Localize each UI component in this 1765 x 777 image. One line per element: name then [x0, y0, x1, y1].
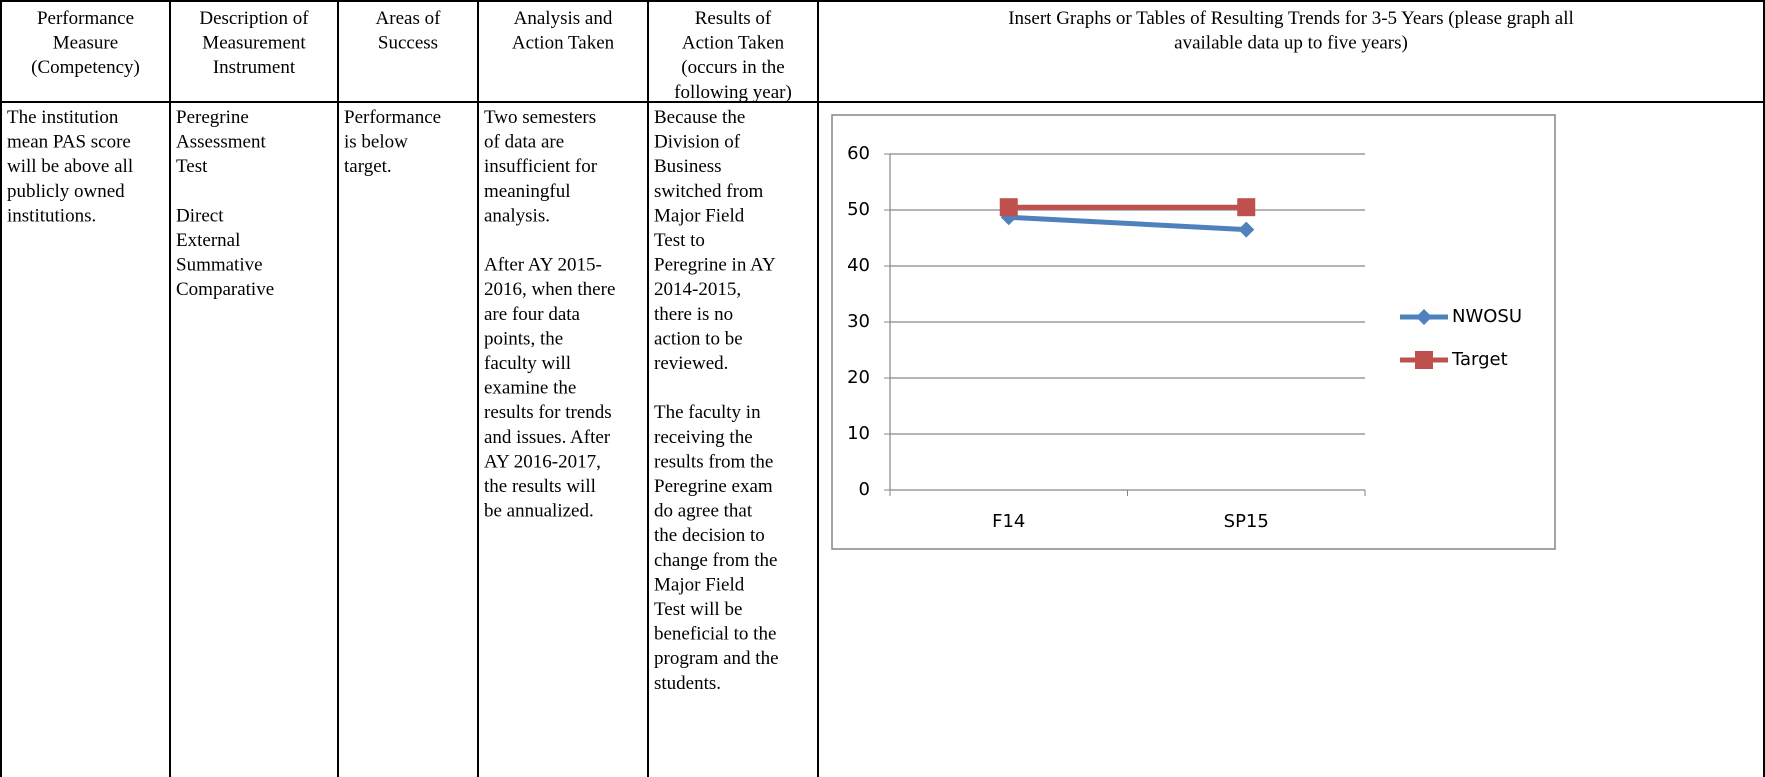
header-text: Analysis and [514, 8, 613, 29]
cell-text: target. [344, 156, 392, 177]
cell-text: Because the [654, 107, 745, 128]
marker [1416, 309, 1432, 325]
cell-text: Two semesters [484, 107, 596, 128]
cell-text: Test will be [654, 599, 742, 620]
cell-text: examine the [484, 378, 576, 399]
cell-text: the decision to [654, 525, 765, 546]
y-tick-label: 40 [847, 255, 870, 276]
legend-label: NWOSU [1452, 306, 1522, 327]
header-text: Description of [199, 8, 309, 29]
header-text: (occurs in the [681, 57, 784, 78]
y-tick-label: 20 [847, 367, 870, 388]
x-tick-label: SP15 [1224, 511, 1269, 532]
cell-text: do agree that [654, 501, 753, 522]
cell-text: Direct [176, 205, 224, 226]
cell-text: switched from [654, 181, 763, 202]
legend-label: Target [1451, 349, 1508, 370]
cell-text: Peregrine exam [654, 476, 773, 497]
header-text: Insert Graphs or Tables of Resulting Tre… [1008, 8, 1574, 29]
cell-text: there is no [654, 304, 733, 325]
cell-text: publicly owned [7, 181, 125, 202]
cell-text: After AY 2015- [484, 255, 602, 276]
marker [1238, 221, 1255, 238]
cell-text: program and the [654, 648, 779, 669]
cell-text: 2016, when there [484, 279, 615, 300]
cell-text: points, the [484, 328, 563, 349]
cell-text: analysis. [484, 205, 550, 226]
cell-text: be annualized. [484, 501, 594, 522]
header-text: Measurement [202, 33, 306, 54]
cell-text: meaningful [484, 181, 571, 202]
marker [999, 198, 1018, 217]
header-text: (Competency) [31, 57, 140, 78]
header-text: Performance [37, 8, 134, 29]
cell-text: students. [654, 673, 721, 694]
header-text: Action Taken [512, 33, 615, 54]
cell-text: Business [654, 156, 722, 177]
y-tick-label: 10 [847, 423, 870, 444]
cell-text: receiving the [654, 427, 753, 448]
cell-text: 2014-2015, [654, 279, 741, 300]
header-text: Areas of [376, 8, 442, 29]
y-tick-label: 60 [847, 143, 870, 164]
cell-text: results for trends [484, 402, 612, 423]
cell-text: Test to [654, 230, 705, 251]
cell-text: action to be [654, 328, 743, 349]
cell-text: Comparative [176, 279, 274, 300]
cell-text: Peregrine [176, 107, 249, 128]
y-tick-label: 30 [847, 311, 870, 332]
header-text: Results of [695, 8, 772, 29]
chart-frame [831, 114, 1556, 550]
cell-text: Peregrine in AY [654, 255, 776, 276]
cell-text: Major Field [654, 205, 745, 226]
cell-text: Performance [344, 107, 441, 128]
cell-text: External [176, 230, 240, 251]
cell-text: beneficial to the [654, 624, 776, 645]
cell-text: and issues. After [484, 427, 611, 448]
y-tick-label: 0 [859, 479, 870, 500]
cell-text: will be above all [7, 156, 133, 177]
cell-text: institutions. [7, 205, 96, 226]
marker [1415, 351, 1433, 369]
cell-text: AY 2016-2017, [484, 451, 601, 472]
cell-text: insufficient for [484, 156, 598, 177]
header-text: available data up to five years) [1174, 33, 1408, 54]
x-tick-label: F14 [992, 511, 1025, 532]
y-tick-label: 50 [847, 199, 870, 220]
cell-text: are four data [484, 304, 581, 325]
cell-text: is below [344, 132, 408, 153]
cell-text: The institution [7, 107, 119, 128]
cell-text: reviewed. [654, 353, 728, 374]
cell-text: faculty will [484, 353, 571, 374]
chart: 0 10 20 30 40 50 60 F14 SP15 NWOSU Target [847, 143, 1522, 532]
cell-text: Test [176, 156, 208, 177]
cell-text: mean PAS score [7, 132, 131, 153]
header-text: Instrument [213, 57, 296, 78]
header-text: following year) [674, 82, 792, 103]
cell-text: Major Field [654, 574, 745, 595]
cell-text: Assessment [176, 132, 266, 153]
header-text: Success [378, 33, 438, 54]
cell-text: change from the [654, 550, 777, 571]
series-line [1008, 214, 1247, 233]
header-text: Measure [53, 33, 118, 54]
cell-text: The faculty in [654, 402, 761, 423]
cell-text: Summative [176, 255, 263, 276]
cell-text: Division of [654, 132, 741, 153]
cell-text: results from the [654, 451, 773, 472]
header-text: Action Taken [682, 33, 785, 54]
cell-text: the results will [484, 476, 596, 497]
cell-text: of data are [484, 132, 564, 153]
marker [1237, 198, 1256, 217]
